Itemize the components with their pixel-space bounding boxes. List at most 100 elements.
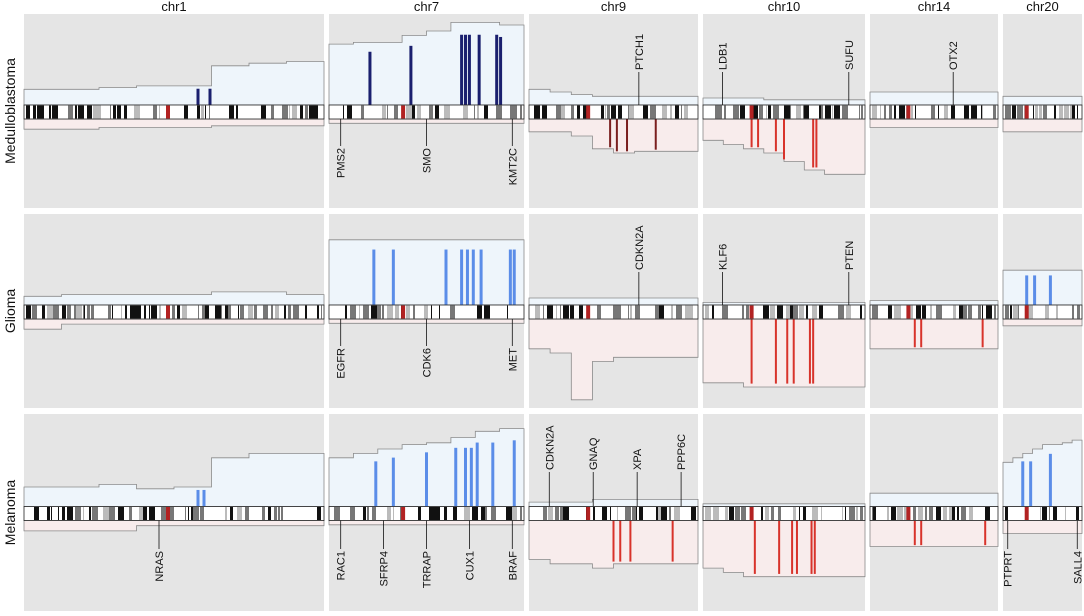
ideogram-band bbox=[1076, 507, 1079, 520]
ideogram-band bbox=[571, 105, 574, 119]
ideogram-band bbox=[387, 305, 390, 319]
centromere bbox=[1024, 105, 1029, 119]
ideogram-band bbox=[543, 305, 544, 319]
chrom-header-chr14: chr14 bbox=[918, 0, 951, 14]
ideogram-band bbox=[103, 507, 109, 520]
loss-bar bbox=[810, 520, 813, 574]
gain-bar bbox=[471, 249, 475, 305]
gene-label-met: MET bbox=[507, 348, 519, 372]
ideogram-band bbox=[897, 507, 903, 520]
ideogram-band bbox=[474, 105, 475, 119]
gene-label-ldb1: LDB1 bbox=[717, 42, 729, 70]
ideogram-band bbox=[949, 507, 952, 520]
loss-area bbox=[869, 520, 999, 547]
ideogram-band bbox=[916, 305, 921, 319]
ideogram-band bbox=[629, 105, 634, 119]
ideogram-band bbox=[931, 105, 935, 119]
loss-area bbox=[1002, 118, 1083, 133]
ideogram-band bbox=[367, 507, 369, 520]
ideogram-band bbox=[771, 507, 774, 520]
ideogram-band bbox=[583, 105, 588, 119]
ideogram-band bbox=[134, 105, 140, 119]
ideogram-band bbox=[58, 507, 59, 520]
loss-area bbox=[528, 318, 699, 401]
ideogram-band bbox=[161, 507, 166, 520]
gain-area bbox=[1002, 269, 1083, 306]
gain-area bbox=[23, 61, 325, 106]
gain-bar bbox=[499, 36, 503, 105]
gain-bar bbox=[196, 489, 200, 507]
ideogram-band bbox=[305, 305, 307, 319]
gene-label-ppp6c: PPP6C bbox=[676, 434, 688, 470]
ideogram-band bbox=[993, 105, 996, 119]
gain-bar bbox=[454, 447, 458, 507]
ideogram-band bbox=[377, 305, 381, 319]
ideogram-band bbox=[803, 105, 804, 119]
ideogram-band bbox=[278, 507, 280, 520]
gain-bar bbox=[444, 249, 448, 305]
ideogram-band bbox=[676, 305, 682, 319]
ideogram-band bbox=[563, 507, 569, 520]
centromere bbox=[586, 305, 591, 319]
ideogram-band bbox=[209, 105, 210, 119]
ideogram-band bbox=[718, 105, 722, 119]
ideogram-band bbox=[444, 105, 450, 119]
ideogram-band bbox=[228, 305, 231, 319]
gain-bar bbox=[475, 442, 479, 507]
ideogram-band bbox=[1028, 305, 1033, 319]
ideogram-band bbox=[67, 305, 71, 319]
gain-bar bbox=[464, 34, 467, 106]
ideogram-band bbox=[918, 507, 923, 520]
gene-label-smo: SMO bbox=[422, 148, 434, 174]
ideogram-band bbox=[159, 105, 160, 119]
loss-bar bbox=[808, 319, 811, 384]
ideogram-band bbox=[628, 105, 629, 119]
ideogram-band bbox=[382, 105, 386, 119]
ideogram-band bbox=[936, 507, 941, 520]
ideogram-band bbox=[444, 507, 447, 520]
ideogram-band bbox=[496, 105, 502, 119]
loss-bar bbox=[792, 319, 795, 384]
ideogram-band bbox=[464, 507, 470, 520]
loss-bar bbox=[626, 119, 629, 152]
centromere bbox=[1024, 305, 1029, 319]
ideogram-band bbox=[202, 305, 205, 319]
ideogram-band bbox=[245, 507, 249, 520]
gain-bar bbox=[208, 88, 212, 105]
gene-label-braf: BRAF bbox=[507, 551, 519, 581]
ideogram-band bbox=[52, 105, 58, 119]
ideogram-band bbox=[305, 105, 308, 119]
ideogram-band bbox=[477, 305, 482, 319]
ideogram-band bbox=[669, 507, 671, 520]
ideogram-band bbox=[200, 507, 204, 520]
ideogram-band bbox=[872, 305, 878, 319]
ideogram-band bbox=[1065, 507, 1066, 520]
ideogram-band bbox=[753, 105, 758, 119]
loss-bar bbox=[913, 520, 916, 546]
loss-bar bbox=[778, 520, 781, 574]
ideogram-band bbox=[929, 507, 933, 520]
ideogram-band bbox=[193, 507, 199, 520]
ideogram-band bbox=[315, 105, 318, 119]
ideogram-band bbox=[506, 507, 512, 520]
gain-area bbox=[328, 239, 525, 306]
ideogram-band bbox=[248, 305, 253, 319]
ideogram-band bbox=[317, 507, 321, 520]
ideogram-band bbox=[982, 105, 983, 119]
gene-label-nras: NRAS bbox=[154, 551, 166, 582]
ideogram-band bbox=[334, 507, 340, 520]
ideogram-band bbox=[724, 105, 726, 119]
ideogram-band bbox=[662, 305, 664, 319]
centromere bbox=[906, 105, 911, 119]
ideogram-band bbox=[1072, 105, 1075, 119]
gain-area bbox=[869, 91, 999, 106]
gain-area bbox=[23, 291, 325, 306]
ideogram-band bbox=[937, 305, 942, 319]
ideogram-band bbox=[713, 507, 719, 520]
gain-bar bbox=[1029, 461, 1033, 507]
ideogram-band bbox=[293, 305, 294, 319]
ideogram-band bbox=[159, 305, 161, 319]
ideogram-band bbox=[968, 305, 972, 319]
ideogram-band bbox=[922, 305, 926, 319]
ideogram-band bbox=[108, 305, 109, 319]
